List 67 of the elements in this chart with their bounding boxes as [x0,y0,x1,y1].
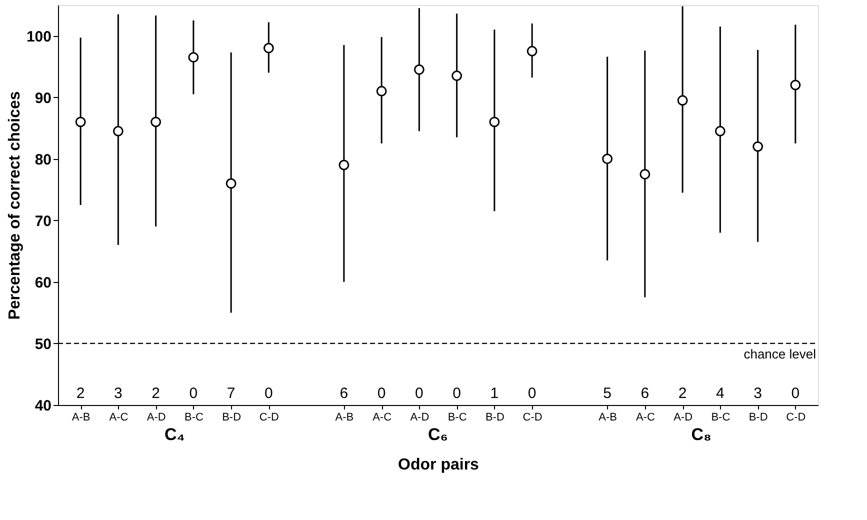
point [376,86,387,96]
y-tick-label: 100 [26,28,52,46]
point [263,42,274,54]
point [338,160,350,170]
x-tick-label: C-D [259,412,280,424]
y-tick-label: 90 [34,90,52,107]
x-axis-title: Odor pairs [398,456,480,474]
y-tick-label: 80 [34,151,52,168]
y-tick-label: 70 [34,212,52,230]
point [150,116,162,128]
x-tick-label: B-D [222,412,242,424]
ref-line-label: chance level [744,346,816,362]
x-tick-label: A-B [72,412,90,424]
point [452,70,462,81]
annotation: 2 [678,385,687,402]
x-tick-label: B-C [184,412,204,424]
annotation: 2 [152,385,160,402]
annotation: 7 [226,385,236,402]
annotation: 3 [754,385,762,402]
x-tick-label: A-C [636,412,655,424]
point [714,126,726,136]
point [677,95,688,106]
x-tick-label: A-D [674,412,693,424]
x-tick-label: B-D [485,412,504,424]
x-tick-label: C-D [522,412,542,424]
x-tick-label: A-C [372,412,392,424]
x-tick-label: B-D [748,412,768,424]
point [640,169,650,180]
annotation: 0 [264,385,273,402]
point [526,46,538,56]
x-tick-label: A-B [335,412,354,424]
point [226,178,236,189]
x-tick-label: A-C [109,412,128,424]
annotation: 1 [490,385,499,402]
y-tick-label: 60 [34,274,52,292]
point [414,64,424,75]
point [188,52,199,63]
annotation: 0 [377,385,386,402]
point [602,154,613,164]
annotation: 2 [76,385,85,402]
x-tick-label: A-D [146,412,166,424]
annotation: 0 [189,385,198,402]
x-tick-label: B-C [711,412,730,424]
annotation: 4 [716,385,724,402]
x-tick-label: A-D [410,412,430,424]
x-tick-label: B-C [448,412,467,424]
point [790,80,801,90]
text: C₄ [164,425,185,444]
point [752,141,764,152]
text: C₆ [428,425,448,444]
text: C₈ [691,425,712,444]
annotation: 6 [640,385,650,402]
x-tick-label: C-D [786,412,806,424]
y-tick-label: 50 [34,336,52,353]
annotation: 0 [528,385,536,402]
point [112,126,124,136]
annotation: 6 [340,385,348,402]
annotation: 5 [603,385,612,402]
annotation: 0 [791,385,800,402]
annotation: 3 [114,385,122,402]
point [489,116,500,128]
annotation: 0 [415,385,424,402]
y-tick-label: 40 [34,398,52,414]
annotation: 0 [452,385,461,402]
y-axis-title: Percentage of correct choices [6,91,24,320]
point [75,116,86,128]
x-tick-label: A-B [598,412,617,424]
